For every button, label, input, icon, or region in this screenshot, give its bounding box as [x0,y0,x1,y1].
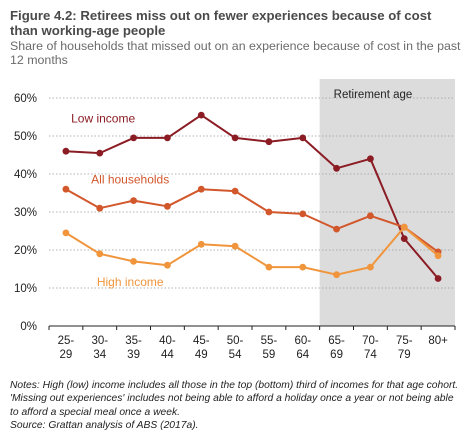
x-tick-label: 45-49 [193,335,210,361]
data-point-all-households [367,212,374,220]
series-line-low-income [65,114,439,280]
series-line-all-households [65,188,439,253]
x-tick-label: 65-69 [328,335,345,361]
series-line-high-income [65,226,439,276]
data-point-low-income [197,111,205,119]
x-tick-label: 35-39 [125,335,142,361]
data-point-low-income [231,134,239,142]
data-point-high-income [164,261,171,269]
data-point-all-households [197,185,205,193]
data-point-all-households [265,208,273,216]
data-point-low-income [400,235,408,243]
data-point-all-households [299,210,307,218]
data-point-high-income [400,223,408,231]
series-label-low-income: Low income [71,112,135,126]
x-tick-label: 30-34 [91,335,108,361]
chart-source: Source: Grattan analysis of ABS (2017a). [10,420,199,431]
data-point-high-income [62,229,70,237]
data-point-all-households [96,204,104,212]
data-point-all-households [62,185,70,193]
series-label-high-income: High income [97,275,164,289]
data-point-all-households [333,225,340,233]
series-label-all-households: All households [91,173,169,187]
data-point-low-income [265,138,273,146]
retirement-age-label: Retirement age [334,89,413,101]
data-point-low-income [164,134,171,142]
data-point-high-income [231,242,239,250]
x-tick-label: 60-64 [294,335,311,361]
chart-subtitle: Share of households that missed out on a… [10,39,461,67]
x-tick-label: 55-59 [261,335,278,361]
data-point-high-income [197,240,205,248]
chart-title: Figure 4.2: Retirees miss out on fewer e… [10,8,432,38]
y-tick-label: 50% [14,131,37,143]
data-point-high-income [299,263,307,271]
data-point-all-households [164,202,171,210]
x-tick-label: 25-29 [58,335,75,361]
data-point-high-income [130,258,137,265]
data-point-low-income [130,134,137,142]
y-tick-label: 0% [20,321,37,333]
data-point-low-income [333,164,340,172]
retirement-age-shading [319,79,455,326]
chart-notes: Notes: High (low) income includes all th… [10,380,459,418]
data-point-high-income [367,263,374,271]
y-tick-label: 10% [14,283,37,295]
x-tick-label: 75-79 [396,335,413,361]
data-point-low-income [367,155,374,163]
data-point-high-income [265,263,273,271]
y-tick-label: 40% [14,169,37,181]
data-point-low-income [434,275,442,282]
x-tick-label: 40-44 [159,335,176,361]
data-point-low-income [62,147,70,155]
x-tick-label: 80+ [428,335,448,347]
data-point-low-income [96,149,104,157]
data-point-all-households [231,187,239,195]
y-tick-label: 20% [14,245,37,257]
data-point-high-income [333,271,340,279]
data-point-high-income [96,250,104,258]
y-tick-label: 30% [14,207,37,219]
x-tick-label: 70-74 [362,335,379,361]
x-tick-label: 50-54 [227,335,244,361]
y-tick-label: 60% [14,93,37,105]
data-point-all-households [130,197,137,205]
data-point-high-income [434,252,442,260]
data-point-low-income [299,134,307,142]
line-chart: Retirement age 0% 10% 20% 30% 40% 50% 60% 25-2… [14,79,456,361]
